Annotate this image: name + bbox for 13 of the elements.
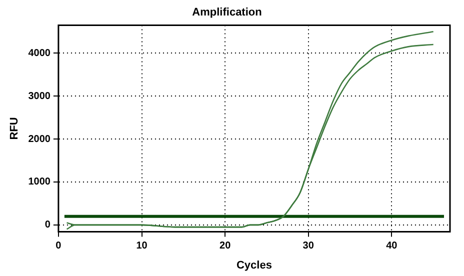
y-tick-label: 0 <box>44 220 51 231</box>
x-tick-label: 0 <box>56 240 62 252</box>
y-tick-label: 1000 <box>28 176 51 188</box>
x-tick-label: 40 <box>386 240 398 252</box>
y-tick-label: 3000 <box>28 90 51 102</box>
x-axis-title: Cycles <box>236 259 272 272</box>
x-tick-label: 20 <box>220 240 232 252</box>
x-tick-label: 30 <box>302 240 314 252</box>
chart-title: Amplification <box>192 6 262 19</box>
x-tick-label: 10 <box>136 240 148 252</box>
y-tick-label: 4000 <box>28 48 51 59</box>
y-tick-label: 2000 <box>28 134 51 145</box>
y-axis-title: RFU <box>8 117 21 140</box>
